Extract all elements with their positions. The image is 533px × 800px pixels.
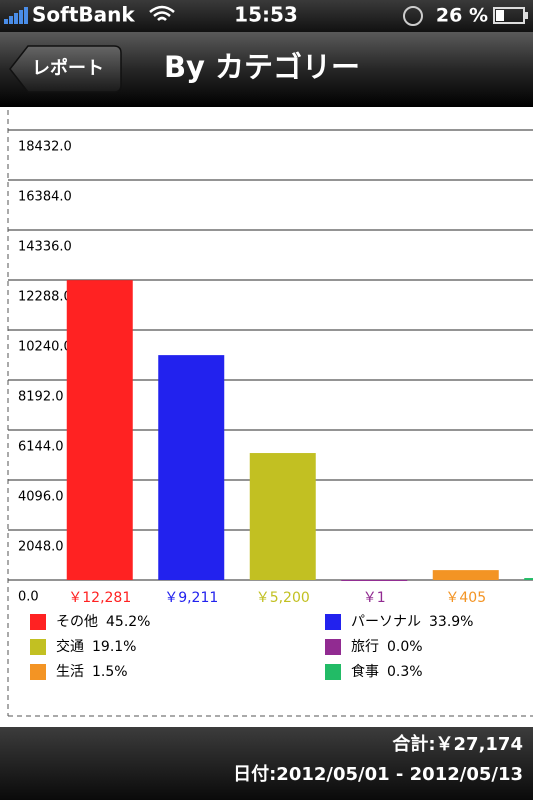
- bar: [158, 355, 225, 580]
- y-tick-label: 18432.0: [18, 140, 72, 155]
- y-tick-label: 4096.0: [18, 490, 64, 505]
- back-button[interactable]: [9, 45, 122, 93]
- legend-label: 生活: [56, 664, 84, 680]
- value-label: ￥405: [445, 590, 486, 606]
- bar: [524, 578, 533, 580]
- battery-text: 26 %: [436, 5, 488, 27]
- date-range: 日付:2012/05/01 - 2012/05/13: [233, 763, 523, 785]
- y-tick-label: 2048.0: [18, 540, 64, 555]
- legend-share: 33.9%: [429, 614, 473, 630]
- legend-label: パーソナル: [351, 614, 421, 630]
- legend-swatch: [325, 664, 341, 680]
- bar: [66, 280, 133, 580]
- y-tick-label: 10240.0: [18, 340, 72, 355]
- value-label: ￥12,281: [68, 590, 131, 606]
- nav-title: By カテゴリー: [164, 50, 360, 84]
- bar: [249, 453, 316, 580]
- value-label: ￥5,200: [256, 590, 310, 606]
- status-bar: [0, 0, 533, 32]
- legend-label: 交通: [56, 638, 84, 655]
- y-tick-label: 6144.0: [18, 440, 64, 455]
- battery-level: [496, 10, 504, 21]
- bar: [432, 570, 499, 580]
- wifi-icon: [149, 5, 175, 21]
- legend-label: 食事: [351, 663, 379, 680]
- legend-share: 0.3%: [387, 664, 423, 680]
- battery-icon: [493, 7, 525, 24]
- footer: [0, 727, 533, 800]
- legend-share: 19.1%: [92, 639, 136, 655]
- time: 15:53: [234, 3, 298, 27]
- value-label: ￥9,211: [164, 590, 218, 606]
- lock-icon: [403, 6, 423, 26]
- value-label: ￥1: [363, 590, 386, 606]
- plot: 0.0 2048.0 4096.0 6144.0 8192.0 10240.0 12288.…: [8, 129, 533, 606]
- legend-swatch: [325, 614, 341, 630]
- legend-swatch: [325, 639, 341, 655]
- carrier: SoftBank: [32, 3, 135, 27]
- legend-swatch: [30, 664, 46, 680]
- y-tick-label: 14336.0: [18, 240, 72, 255]
- y-tick-label: 12288.0: [18, 290, 72, 305]
- y-tick-label: 16384.0: [18, 190, 72, 205]
- bar: [341, 579, 408, 581]
- legend-swatch: [30, 614, 46, 630]
- total: 合計:￥27,174: [392, 733, 523, 755]
- legend-swatch: [30, 639, 46, 655]
- legend-share: 1.5%: [92, 664, 128, 680]
- battery-tip: [525, 12, 528, 19]
- signal-icon: [4, 7, 28, 24]
- legend-label: その他: [56, 614, 98, 630]
- y-tick-label: 8192.0: [18, 390, 64, 405]
- legend-share: 45.2%: [106, 614, 150, 630]
- back-label[interactable]: レポート: [32, 57, 104, 79]
- legend-share: 0.0%: [387, 639, 423, 655]
- legend-label: 旅行: [351, 639, 379, 655]
- y-tick-label: 0.0: [18, 590, 39, 605]
